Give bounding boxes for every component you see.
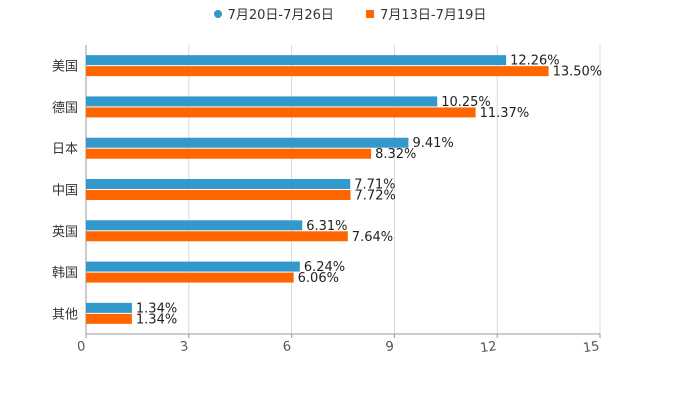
bar-s1-5 xyxy=(86,261,300,272)
category-label-4: 英国 xyxy=(52,225,78,240)
data-label-s2-3: 7.72% xyxy=(355,189,396,204)
legend-item-series-1[interactable]: 7月20日-7月26日 xyxy=(213,4,334,23)
category-label-6: 其他 xyxy=(52,307,78,322)
data-label-s2-0: 13.50% xyxy=(553,65,603,80)
bar-s1-3 xyxy=(86,179,351,189)
x-tick-label-4: 12 xyxy=(479,339,497,356)
legend-label-series-2: 7月13日-7月19日 xyxy=(380,8,487,23)
category-label-3: 中国 xyxy=(52,184,78,199)
bar-s2-1 xyxy=(86,107,476,118)
data-label-s1-1: 10.25% xyxy=(441,95,491,110)
bar-s1-4 xyxy=(86,220,303,231)
bar-s2-4 xyxy=(86,231,348,242)
category-label-1: 德国 xyxy=(52,101,78,116)
legend: 7月20日-7月26日 7月13日-7月19日 xyxy=(0,4,700,23)
x-tick-label-1: 3 xyxy=(179,339,189,355)
bar-s1-6 xyxy=(86,302,132,313)
data-label-s2-6: 1.34% xyxy=(136,312,177,327)
x-tick-label-3: 9 xyxy=(385,339,395,355)
data-label-s2-4: 7.64% xyxy=(352,230,393,245)
data-label-s2-2: 8.32% xyxy=(375,147,416,162)
bar-s1-0 xyxy=(86,55,507,66)
bar-s2-6 xyxy=(86,313,132,324)
x-tick-label-5: 15 xyxy=(582,339,600,356)
category-label-2: 日本 xyxy=(52,142,78,157)
category-label-5: 韩国 xyxy=(52,266,78,281)
data-label-s1-3: 7.71% xyxy=(354,178,395,193)
bar-s1-1 xyxy=(86,96,438,107)
bar-s2-5 xyxy=(86,272,294,283)
x-tick-label-0: 0 xyxy=(76,339,86,355)
data-label-s1-0: 12.26% xyxy=(510,54,560,69)
bar-s2-0 xyxy=(86,66,549,77)
legend-label-series-1: 7月20日-7月26日 xyxy=(227,8,334,23)
data-label-s2-5: 6.06% xyxy=(298,271,339,286)
x-tick-label-2: 6 xyxy=(282,339,292,355)
category-label-0: 美国 xyxy=(52,60,78,75)
bar-s2-2 xyxy=(86,148,372,159)
data-label-s1-2: 9.41% xyxy=(412,136,453,151)
bar-s1-2 xyxy=(86,137,409,148)
data-label-s1-4: 6.31% xyxy=(306,219,347,234)
legend-item-series-2[interactable]: 7月13日-7月19日 xyxy=(366,4,486,23)
data-label-s1-5: 6.24% xyxy=(304,260,345,275)
legend-dot-icon xyxy=(213,9,222,18)
legend-square-icon xyxy=(366,9,375,18)
bar-s2-3 xyxy=(86,190,351,200)
data-label-s1-6: 1.34% xyxy=(136,301,177,316)
data-label-s2-1: 11.37% xyxy=(480,106,530,121)
